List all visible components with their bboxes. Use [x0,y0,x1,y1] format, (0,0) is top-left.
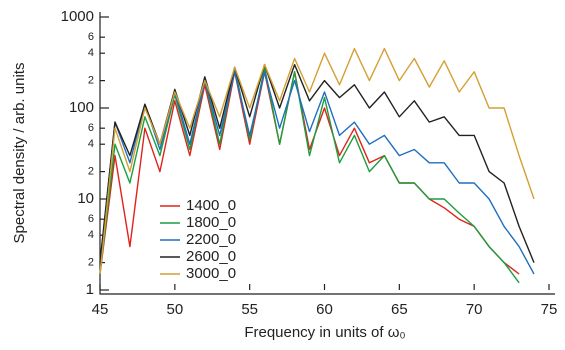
y-tick-label: 2 [88,257,94,269]
axes [99,12,555,295]
y-axis-label: Spectral density / arb. units [11,63,28,244]
x-tick-label: 75 [541,301,558,318]
y-tick-label: 6 [88,31,94,43]
y-tick-label: 4 [88,138,94,150]
y-tick-label: 6 [88,122,94,134]
x-tick-label: 55 [241,301,258,318]
legend-label: 1800_0 [186,214,236,231]
y-tick-label: 100 [69,99,94,116]
y-tick-label: 2 [88,75,94,87]
legend-label: 2600_0 [186,248,236,265]
y-tick-label: 2 [88,166,94,178]
y-tick-label: 4 [88,229,94,241]
y-tick-label: 10 [77,190,94,207]
y-tick-label: 1 [86,281,94,298]
x-axis-label: Frequency in units of ω₀ [244,324,405,341]
data-line [99,47,535,275]
data-line [99,71,520,275]
data-line [99,66,520,284]
x-tick-label: 70 [466,301,483,318]
x-tick-label: 50 [166,301,183,318]
legend-label: 3000_0 [186,265,236,282]
legend-label: 1400_0 [186,197,236,214]
x-tick-label: 65 [391,301,408,318]
x-tick-label: 45 [92,301,109,318]
y-tick-label: 1000 [61,8,94,25]
y-tick-label: 4 [88,47,94,59]
data-line [99,71,535,275]
x-tick-label: 60 [316,301,333,318]
y-tick-label: 6 [88,213,94,225]
data-line [99,63,535,263]
legend-label: 2200_0 [186,231,236,248]
